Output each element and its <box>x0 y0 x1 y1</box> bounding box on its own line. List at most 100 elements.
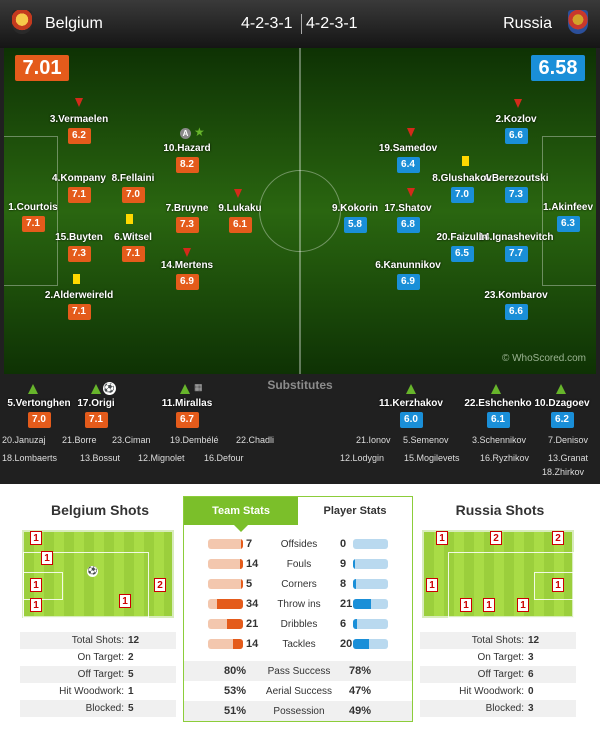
shot-stat-value: 3 <box>528 703 534 714</box>
sub-name: 5.Vertonghen <box>7 398 71 409</box>
yellow-card-icon <box>462 156 469 166</box>
player-name: 9.Lukaku <box>218 203 262 214</box>
substitutes-title: Substitutes <box>267 378 333 392</box>
shot-count: 1 <box>41 551 53 565</box>
away-player[interactable]: 23.Kombarov 6.6 <box>471 290 561 320</box>
home-sub-unused[interactable]: 12.Mignolet <box>138 453 185 463</box>
shot-stat-row: Blocked: 5 <box>20 700 176 717</box>
home-player[interactable]: 1.Courtois 7.1 <box>4 202 78 232</box>
tab-player-stats[interactable]: Player Stats <box>323 505 387 517</box>
home-player[interactable]: 15.Buyten 7.3 <box>34 232 124 262</box>
away-player[interactable]: 1.Akinfeev 6.3 <box>523 202 596 232</box>
away-player[interactable]: 2.Kozlov 6.6 <box>471 114 561 144</box>
shot-stat-row: On Target: 2 <box>20 649 176 666</box>
sub-rating: 6.1 <box>486 412 510 428</box>
player-rating: 6.3 <box>556 216 580 232</box>
away-stat-fill <box>353 579 356 589</box>
watermark: © WhoScored.com <box>501 353 586 364</box>
home-player[interactable]: 9.Lukaku 6.1 <box>195 203 285 233</box>
away-sub-unused[interactable]: 16.Ryzhikov <box>480 453 530 463</box>
home-stat-bar <box>208 619 243 629</box>
away-stat-value: 6 <box>340 618 347 630</box>
shot-stat-label: Total Shots: <box>71 635 124 646</box>
away-sub-unused[interactable]: 3.Schennikov <box>472 435 527 445</box>
player-name: 2.Alderweireld <box>44 290 114 301</box>
sub-name: 11.Kerzhakov <box>379 398 443 409</box>
belgium-crest-icon <box>12 10 32 34</box>
away-sub-used[interactable]: 22.Eshchenko 6.1 <box>453 398 543 428</box>
home-stat-value: 5 <box>246 578 253 590</box>
away-sub-unused[interactable]: 21.Ionov <box>356 435 391 445</box>
home-player[interactable]: 6.Witsel 7.1 <box>88 232 178 262</box>
away-formation: 4-2-3-1 <box>306 15 358 32</box>
away-player[interactable]: 19.Samedov 6.4 <box>363 143 453 173</box>
shot-stat-row: Total Shots: 12 <box>20 632 176 649</box>
away-sub-unused[interactable]: 13.Granat <box>548 453 589 463</box>
away-player[interactable]: 9.Kokorin 5.8 <box>310 203 400 233</box>
shot-count: 2 <box>552 531 564 545</box>
stat-label: Fouls <box>286 559 312 570</box>
away-stat-fill <box>353 619 358 629</box>
player-name: 10.Hazard <box>163 143 211 154</box>
player-rating: 6.9 <box>396 274 420 290</box>
home-sub-unused[interactable]: 13.Bossut <box>80 453 121 463</box>
percent-stat-label: Possession <box>273 706 325 717</box>
away-player[interactable]: 20.Faizulin 6.5 <box>417 232 507 262</box>
home-sub-unused[interactable]: 23.Ciman <box>112 435 151 445</box>
home-sub-unused[interactable]: 19.Dembélé <box>170 435 219 445</box>
away-player[interactable]: 6.Kanunnikov 6.9 <box>363 260 453 290</box>
player-name: 9.Kokorin <box>331 203 379 214</box>
sub-name: 11.Mirallas <box>161 398 213 409</box>
home-player[interactable]: 2.Alderweireld 7.1 <box>34 290 124 320</box>
home-sub-used[interactable]: 17.Origi 7.1 <box>51 398 141 428</box>
sub-off-arrow-icon <box>75 98 83 107</box>
home-player[interactable]: 14.Mertens 6.9 <box>142 260 232 290</box>
home-player[interactable]: 4.Kompany 7.1 <box>34 173 124 203</box>
home-shots-pitch: 1 1 1 1 1 2 ⚽ <box>22 530 174 618</box>
away-sub-unused[interactable]: 15.Mogilevets <box>404 453 460 463</box>
stat-label: Throw ins <box>277 599 321 610</box>
sub-name: 22.Eshchenko <box>464 398 532 409</box>
home-player[interactable]: 3.Vermaelen 6.2 <box>34 114 124 144</box>
player-name: 2.Kozlov <box>495 114 537 125</box>
home-sub-used[interactable]: 11.Mirallas 6.7 <box>142 398 232 428</box>
home-sub-unused[interactable]: 21.Borre <box>62 435 97 445</box>
player-name: 6.Witsel <box>114 232 152 243</box>
sub-off-arrow-icon <box>514 99 522 108</box>
away-player[interactable]: 14.Ignashevitch 7.7 <box>471 232 561 262</box>
home-sub-unused[interactable]: 20.Januzaj <box>2 435 46 445</box>
home-player[interactable]: 7.Bruyne 7.3 <box>142 203 232 233</box>
home-sub-used[interactable]: 5.Vertonghen 7.0 <box>0 398 84 428</box>
shot-stat-value: 2 <box>128 652 134 663</box>
yellow-card-icon <box>73 274 80 284</box>
home-team-name[interactable]: Belgium <box>45 15 103 32</box>
away-sub-used[interactable]: 11.Kerzhakov 6.0 <box>366 398 456 428</box>
away-sub-unused[interactable]: 18.Zhirkov <box>542 467 585 477</box>
away-stat-value: 21 <box>340 598 353 610</box>
away-player[interactable]: 17.Shatov 6.8 <box>363 203 453 233</box>
shot-stat-row: Blocked: 3 <box>420 700 576 717</box>
away-team-name[interactable]: Russia <box>503 15 552 32</box>
home-player[interactable]: 10.Hazard 8.2 <box>142 143 232 173</box>
home-sub-unused[interactable]: 22.Chadli <box>236 435 275 445</box>
player-rating: 7.1 <box>121 246 145 262</box>
home-player[interactable]: 8.Fellaini 7.0 <box>88 173 178 203</box>
percent-stat-label: Pass Success <box>267 666 331 677</box>
substitution-clock-icon: ▦ <box>194 382 203 392</box>
player-rating: 6.1 <box>228 217 252 233</box>
away-sub-unused[interactable]: 5.Semenov <box>403 435 449 445</box>
home-sub-unused[interactable]: 16.Defour <box>204 453 244 463</box>
shot-count: 1 <box>483 598 495 612</box>
away-sub-unused[interactable]: 12.Lodygin <box>340 453 385 463</box>
away-stat-bar <box>353 559 388 569</box>
tab-team-stats[interactable]: Team Stats <box>184 497 298 532</box>
home-stat-value: 34 <box>246 598 259 610</box>
away-player[interactable]: 8.Glushakov 7.0 <box>417 173 507 203</box>
sub-on-arrow-icon <box>406 384 416 394</box>
away-sub-unused[interactable]: 7.Denisov <box>548 435 589 445</box>
home-sub-unused[interactable]: 18.Lombaerts <box>2 453 58 463</box>
away-player[interactable]: 4.Berezoutski 7.3 <box>471 173 561 203</box>
away-stat-bar <box>353 579 388 589</box>
away-sub-used[interactable]: 10.Dzagoev 6.2 <box>517 398 600 428</box>
sub-name: 17.Origi <box>77 398 115 409</box>
